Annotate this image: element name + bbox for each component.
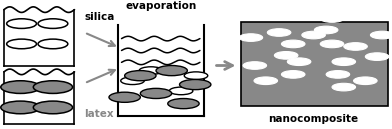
Circle shape: [314, 26, 338, 34]
Circle shape: [1, 81, 40, 93]
Circle shape: [365, 53, 389, 60]
Circle shape: [109, 92, 140, 102]
Circle shape: [38, 19, 68, 28]
Circle shape: [243, 62, 267, 69]
Circle shape: [274, 52, 298, 59]
Circle shape: [168, 99, 199, 109]
Circle shape: [169, 87, 193, 95]
Circle shape: [254, 77, 278, 84]
Circle shape: [140, 88, 172, 99]
Circle shape: [354, 77, 377, 84]
Circle shape: [267, 29, 291, 36]
Circle shape: [7, 39, 36, 49]
Circle shape: [125, 71, 156, 81]
Circle shape: [281, 40, 305, 48]
Circle shape: [332, 83, 356, 91]
Text: nanocomposite: nanocomposite: [269, 114, 359, 124]
Circle shape: [139, 67, 163, 74]
Circle shape: [281, 71, 305, 78]
Bar: [118, 25, 204, 116]
Circle shape: [326, 71, 350, 78]
Circle shape: [320, 40, 344, 48]
Bar: [241, 22, 388, 106]
Circle shape: [156, 66, 187, 76]
Circle shape: [344, 43, 367, 50]
Circle shape: [121, 77, 144, 84]
Circle shape: [7, 19, 36, 28]
Circle shape: [239, 34, 263, 41]
Circle shape: [33, 81, 73, 93]
Circle shape: [302, 31, 325, 39]
Circle shape: [184, 72, 208, 79]
Circle shape: [332, 58, 356, 66]
Circle shape: [320, 15, 344, 22]
Circle shape: [33, 101, 73, 114]
Text: evaporation: evaporation: [125, 1, 196, 11]
Circle shape: [180, 79, 211, 90]
Text: silica: silica: [84, 12, 114, 22]
Circle shape: [1, 101, 40, 114]
Circle shape: [38, 39, 68, 49]
Text: latex: latex: [84, 109, 114, 119]
Circle shape: [287, 58, 311, 66]
Circle shape: [370, 31, 392, 39]
